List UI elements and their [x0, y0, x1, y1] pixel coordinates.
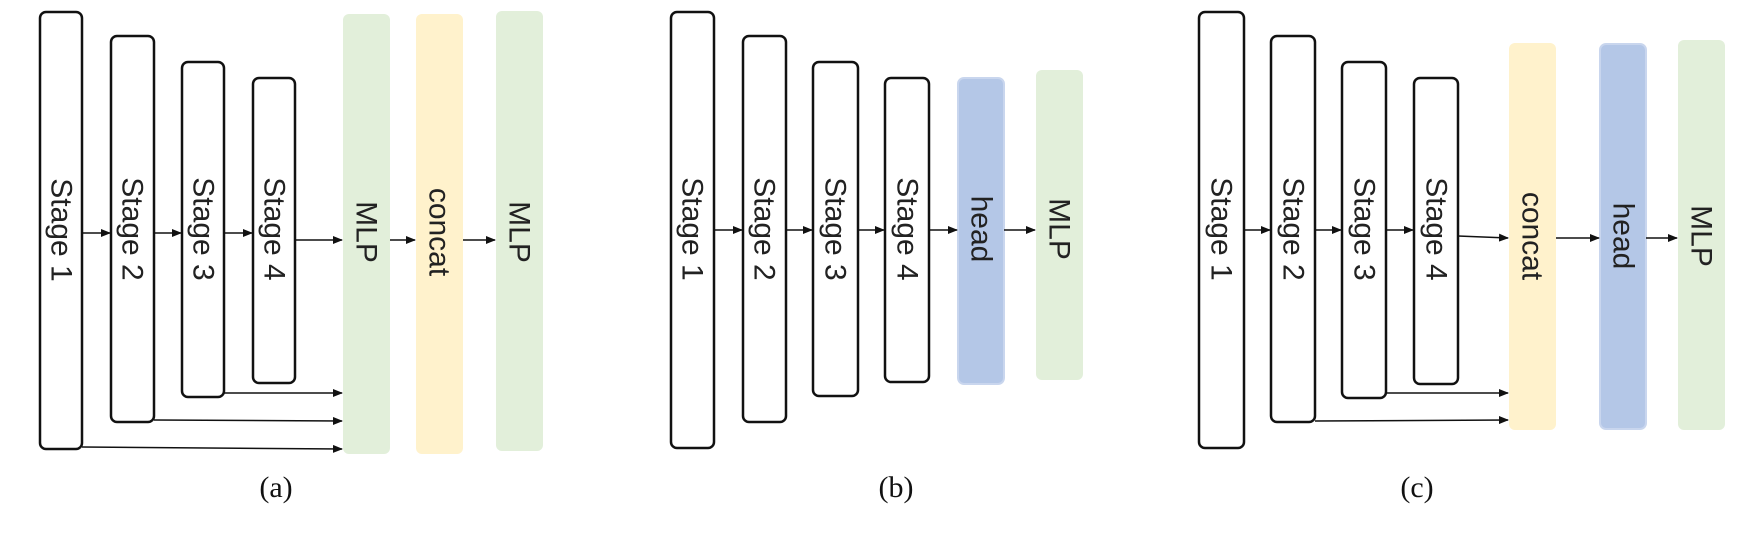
panel-c-arrow-stage4-concat [1457, 233, 1509, 242]
panel-a-skip-arrow-stage2 [153, 416, 343, 425]
panel-c-stage-2-label: Stage 2 [1277, 177, 1310, 280]
panel-a-mlp-block-2 [496, 11, 543, 451]
panel-c: Stage 1 Stage 2 Stage 3 Stage 4 concat h… [1197, 10, 1725, 504]
panel-a-stage-4-box [251, 76, 297, 385]
panel-c-head-label: head [1607, 203, 1640, 270]
panel-c-mlp-block [1678, 40, 1725, 430]
panel-b-stage-3-box [811, 60, 860, 398]
panel-b-stage-2-label: Stage 2 [748, 177, 781, 280]
panel-a-stage-1-label: Stage 1 [45, 178, 78, 281]
panel-c-stage-4-box [1412, 76, 1460, 386]
panel-a-concat-label: concat [423, 188, 456, 277]
panel-c-stage-3-label: Stage 3 [1348, 177, 1381, 280]
panel-a-concat-block [416, 14, 463, 454]
panel-a-stage-3-box [180, 60, 226, 399]
panel-a-stage-1-box [38, 10, 84, 451]
panel-b-head-label: head [965, 196, 998, 263]
panel-a-skip-arrow-stage1 [81, 444, 343, 453]
panel-a-stage-2-box [109, 34, 156, 424]
panel-b-stage-1-label: Stage 1 [676, 177, 709, 280]
panel-a-stage-2-label: Stage 2 [116, 177, 149, 280]
panel-a-caption: (a) [259, 471, 292, 504]
panel-c-stage-4-label: Stage 4 [1420, 177, 1453, 280]
panel-c-stage-2-box [1269, 34, 1317, 424]
panel-b-caption: (b) [879, 471, 914, 504]
panel-a-stage-4-label: Stage 4 [258, 177, 291, 280]
panel-b-stage-2-box [741, 34, 788, 424]
panel-a-mlp-label-2: MLP [503, 201, 536, 263]
panel-b: Stage 1 Stage 2 Stage 3 Stage 4 head MLP… [669, 10, 1083, 504]
panel-c-concat-label: concat [1516, 192, 1549, 281]
panel-b-mlp-label: MLP [1043, 198, 1076, 260]
panel-c-concat-block [1509, 43, 1556, 430]
panel-c-stage-1-label: Stage 1 [1205, 177, 1238, 280]
panel-a-mlp-block-1 [343, 14, 390, 454]
panel-a-stage-3-label: Stage 3 [187, 177, 220, 280]
panel-a-mlp-label-1: MLP [350, 201, 383, 263]
panel-c-caption: (c) [1400, 471, 1433, 504]
panel-b-mlp-block [1036, 70, 1083, 380]
panel-b-head-block [957, 77, 1005, 385]
panel-b-stage-4-label: Stage 4 [891, 177, 924, 280]
panel-c-mlp-label: MLP [1685, 205, 1718, 267]
panel-c-skip-arrow-stage2 [1314, 416, 1509, 425]
panel-a: Stage 1 Stage 2 Stage 3 Stage 4 MLP conc… [38, 10, 543, 504]
panel-b-stage-3-label: Stage 3 [819, 177, 852, 280]
panel-c-head-block [1599, 43, 1647, 430]
